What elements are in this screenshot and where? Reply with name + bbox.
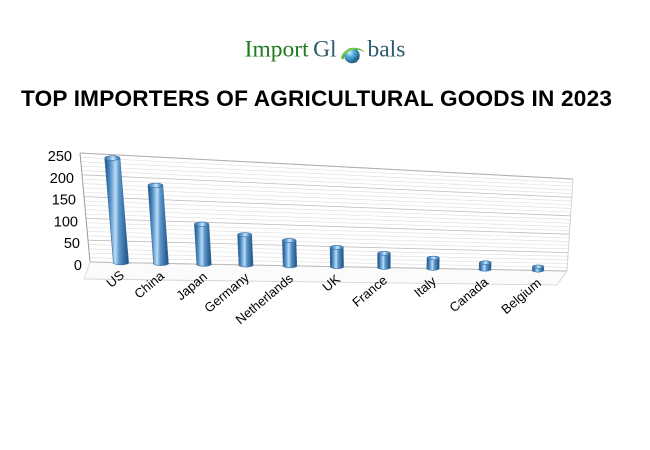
svg-text:100: 100	[54, 214, 78, 230]
svg-text:150: 150	[52, 193, 76, 209]
svg-text:50: 50	[64, 236, 80, 252]
svg-text:0: 0	[74, 258, 82, 274]
svg-text:200: 200	[50, 171, 74, 187]
svg-text:250: 250	[48, 149, 72, 165]
